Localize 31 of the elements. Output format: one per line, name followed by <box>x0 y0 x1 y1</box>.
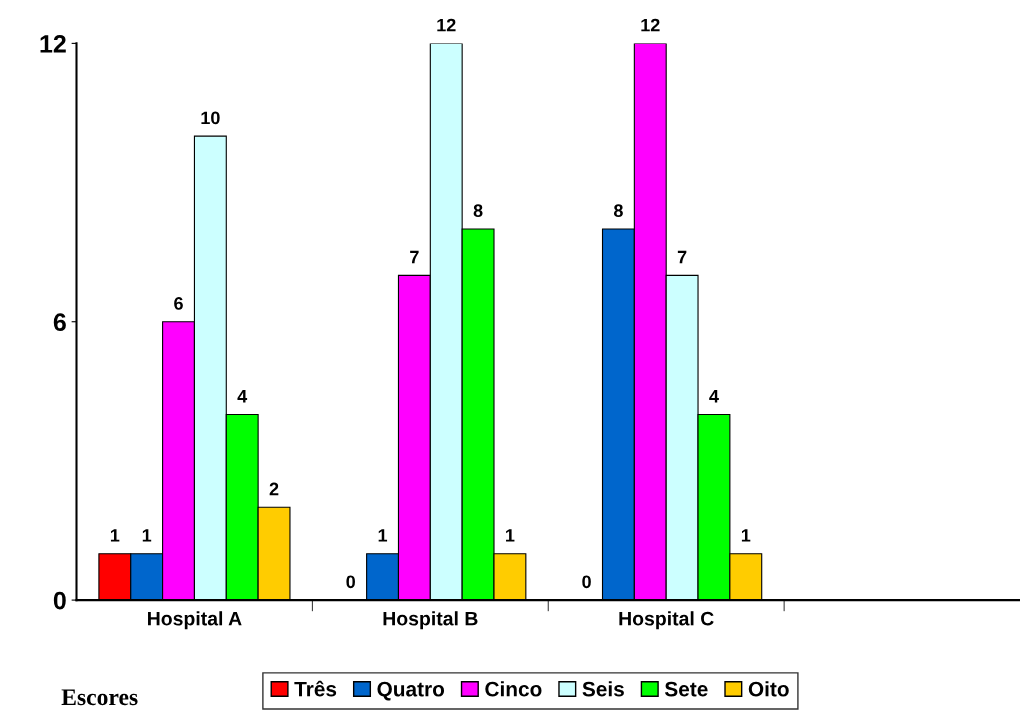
data-label: 7 <box>677 250 687 264</box>
data-label: 1 <box>506 529 515 542</box>
x-tick-label: Hospital C <box>619 611 714 630</box>
legend-label: Oito <box>748 681 789 697</box>
data-label: 12 <box>437 18 456 32</box>
legend-title: Escores <box>61 689 138 706</box>
data-label: 12 <box>641 18 660 32</box>
legend-label: Sete <box>664 681 708 697</box>
x-tick-label: Hospital A <box>148 611 242 630</box>
data-label: 1 <box>378 529 388 542</box>
legend-label: Quatro <box>377 681 445 701</box>
data-label: 8 <box>473 204 483 218</box>
data-label: 2 <box>269 482 279 496</box>
data-label: 10 <box>201 111 220 125</box>
legend-label: Cinco <box>485 681 542 697</box>
data-label: 7 <box>410 250 419 264</box>
y-tick-label: 12 <box>40 34 66 53</box>
data-label: 0 <box>346 575 355 589</box>
data-label: 6 <box>174 297 183 310</box>
x-tick-label: Hospital B <box>383 611 478 630</box>
legend-label: Três <box>294 680 337 697</box>
data-label: 0 <box>582 575 591 589</box>
y-tick-label: 6 <box>53 313 66 332</box>
data-label: 1 <box>110 529 120 542</box>
data-label: 1 <box>142 529 152 542</box>
data-label: 4 <box>237 390 248 403</box>
y-tick-label: 0 <box>53 591 66 610</box>
data-label: 4 <box>709 390 719 403</box>
legend-label: Seis <box>582 681 624 697</box>
data-label: 1 <box>741 529 751 542</box>
data-label: 8 <box>613 204 623 218</box>
